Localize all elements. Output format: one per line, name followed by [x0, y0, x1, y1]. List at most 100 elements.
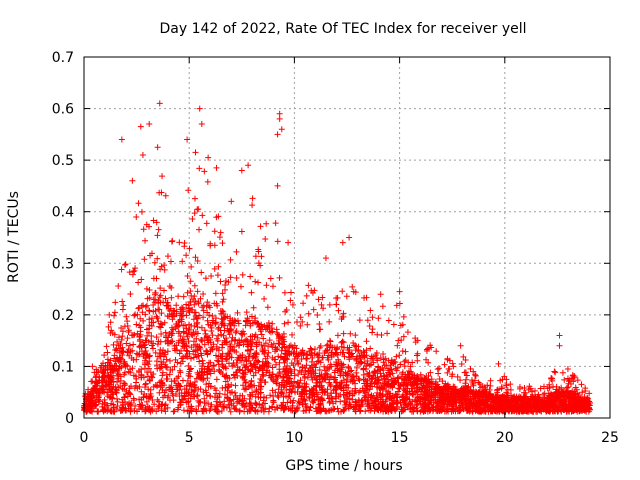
- data-point: [119, 298, 126, 305]
- data-point: [228, 326, 235, 333]
- data-point: [197, 386, 204, 393]
- data-point: [254, 334, 261, 341]
- data-point: [327, 361, 334, 368]
- data-point: [367, 307, 374, 314]
- data-point: [142, 311, 149, 318]
- x-axis-label: GPS time / hours: [285, 458, 402, 474]
- data-point: [408, 401, 415, 408]
- data-point: [276, 274, 283, 281]
- data-point: [541, 390, 548, 397]
- data-point: [340, 310, 347, 317]
- data-point: [203, 220, 210, 227]
- data-point-outlier: [154, 144, 161, 151]
- y-tick-label: 0.3: [52, 256, 74, 272]
- data-point: [383, 387, 390, 394]
- data-point: [259, 402, 266, 409]
- data-point: [356, 377, 363, 384]
- data-point: [132, 265, 139, 272]
- data-point: [297, 314, 304, 321]
- data-point: [248, 404, 255, 411]
- data-point: [107, 319, 114, 326]
- data-point: [407, 363, 414, 370]
- data-point: [133, 321, 140, 328]
- data-point: [201, 168, 208, 175]
- data-point: [378, 332, 385, 339]
- data-point: [574, 377, 581, 384]
- data-point: [467, 365, 474, 372]
- data-point: [291, 372, 298, 379]
- data-point: [154, 383, 161, 390]
- data-point: [213, 398, 220, 405]
- data-point: [130, 341, 137, 348]
- data-point: [247, 393, 254, 400]
- data-point: [153, 219, 160, 226]
- data-point: [109, 395, 116, 402]
- data-point: [248, 289, 255, 296]
- data-point: [240, 382, 247, 389]
- data-point: [146, 377, 153, 384]
- data-point-outlier: [118, 136, 125, 143]
- data-point: [326, 301, 333, 308]
- data-point: [122, 261, 129, 268]
- data-point: [146, 404, 153, 411]
- data-point: [270, 398, 277, 405]
- data-point: [219, 240, 226, 247]
- data-point: [274, 238, 281, 245]
- data-point-outlier: [213, 164, 220, 171]
- data-point: [343, 293, 350, 300]
- data-point: [267, 392, 274, 399]
- data-point: [181, 243, 188, 250]
- data-point: [134, 330, 141, 337]
- data-point: [208, 272, 215, 279]
- data-point: [187, 355, 194, 362]
- data-point: [375, 315, 382, 322]
- data-point: [234, 309, 241, 316]
- data-point-outlier: [156, 100, 163, 107]
- data-point: [552, 369, 559, 376]
- data-point-outlier: [238, 167, 245, 174]
- data-point: [112, 347, 119, 354]
- data-point: [185, 338, 192, 345]
- data-point: [549, 375, 556, 382]
- data-point: [188, 263, 195, 270]
- data-point: [314, 379, 321, 386]
- data-point: [156, 402, 163, 409]
- data-point: [233, 248, 240, 255]
- data-point: [124, 348, 131, 355]
- data-point: [126, 390, 133, 397]
- data-point: [136, 396, 143, 403]
- data-point: [108, 327, 115, 334]
- data-point: [126, 342, 133, 349]
- data-point: [141, 256, 148, 263]
- data-point: [487, 377, 494, 384]
- data-point: [425, 372, 432, 379]
- data-point: [120, 302, 127, 309]
- x-tick-label: 20: [496, 430, 514, 446]
- data-point: [169, 237, 176, 244]
- data-point-outlier: [274, 131, 281, 138]
- data-point: [289, 301, 296, 308]
- data-point: [567, 381, 574, 387]
- data-point: [379, 392, 386, 399]
- data-point: [232, 382, 239, 389]
- data-point: [136, 338, 143, 345]
- data-point: [143, 285, 150, 292]
- data-point: [249, 202, 256, 209]
- data-point: [259, 361, 266, 368]
- data-point: [297, 322, 304, 329]
- data-point: [263, 282, 270, 289]
- data-point: [390, 321, 397, 328]
- data-point: [300, 396, 307, 403]
- data-point: [135, 200, 142, 207]
- data-point: [559, 369, 566, 376]
- data-point-outlier: [196, 105, 203, 112]
- data-point: [215, 213, 222, 220]
- data-point: [316, 326, 323, 333]
- data-point: [363, 338, 370, 345]
- data-point: [263, 220, 270, 227]
- data-point: [157, 292, 164, 299]
- data-point: [237, 283, 244, 290]
- data-point: [214, 272, 221, 279]
- y-tick-label: 0.6: [52, 102, 74, 118]
- data-point: [143, 398, 150, 405]
